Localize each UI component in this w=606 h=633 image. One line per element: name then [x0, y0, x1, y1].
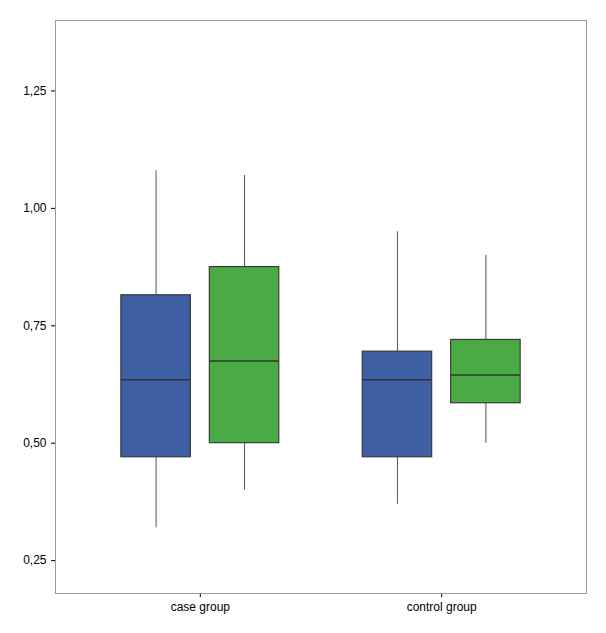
- svg-text:0,75: 0,75: [23, 319, 47, 333]
- svg-text:1,25: 1,25: [23, 84, 47, 98]
- svg-text:1,00: 1,00: [23, 201, 47, 215]
- svg-text:case group: case group: [171, 600, 231, 614]
- svg-text:control group: control group: [407, 600, 477, 614]
- svg-text:0,50: 0,50: [23, 436, 47, 450]
- svg-text:0,25: 0,25: [23, 553, 47, 567]
